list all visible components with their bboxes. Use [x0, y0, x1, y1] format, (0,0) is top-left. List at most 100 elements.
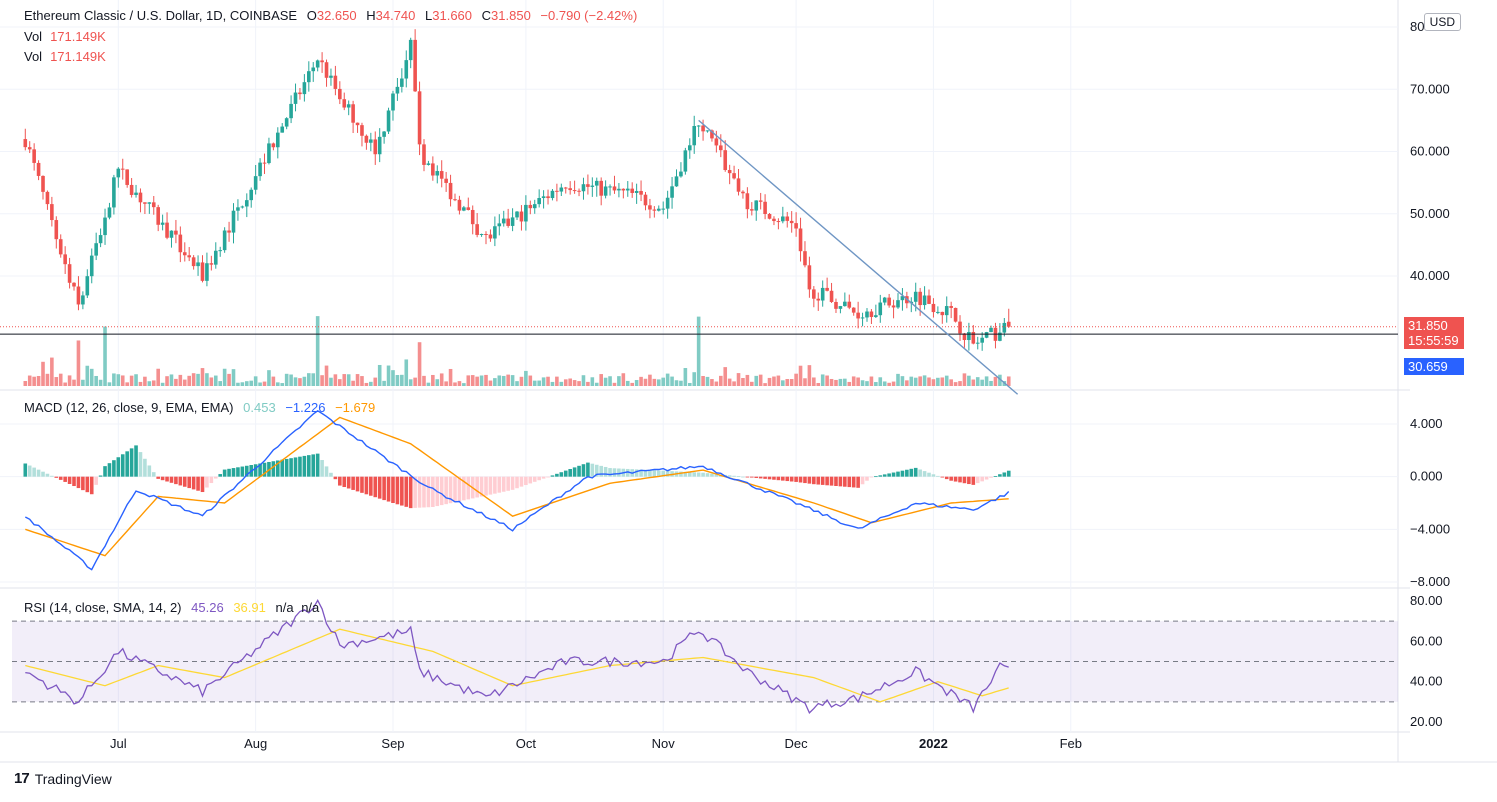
macd-hist-bar [116, 457, 121, 477]
volume-bar [280, 383, 285, 386]
volume-bar [382, 380, 386, 386]
macd-hist-bar [643, 469, 648, 477]
candle-body [581, 184, 586, 192]
macd-hist-bar [887, 473, 891, 477]
candle-body [470, 209, 475, 225]
rsi-value: 45.26 [191, 600, 224, 615]
candle-body [936, 311, 940, 313]
macd-tick-label: −4.000 [1410, 521, 1450, 536]
candle-body [781, 216, 785, 222]
candle-body [213, 250, 218, 265]
volume-bar [85, 365, 90, 386]
candle-body [519, 211, 524, 222]
volume-bar [404, 359, 409, 386]
macd-hist-bar [639, 469, 643, 477]
tradingview-brand[interactable]: 17 TradingView [14, 770, 112, 787]
candle-body [298, 92, 302, 95]
candle-body [151, 202, 156, 208]
volume-value: 171.149K [50, 49, 106, 64]
candle-body [391, 93, 395, 111]
candle-body [346, 104, 351, 108]
volume-bar [519, 376, 524, 386]
macd-hist-bar [829, 476, 834, 486]
macd-hist-bar [360, 476, 364, 493]
volume-bar [222, 368, 227, 386]
volume-bar [563, 379, 568, 386]
macd-hist-bar [860, 476, 865, 485]
macd-hist-bar [541, 476, 546, 479]
macd-hist-bar [138, 452, 143, 477]
volume-bar [940, 377, 945, 386]
macd-hist-bar [200, 476, 205, 493]
candle-body [156, 207, 160, 225]
macd-hist-bar [236, 467, 240, 477]
volume-bar [244, 381, 249, 386]
macd-hist-bar [572, 467, 577, 477]
macd-hist-bar [85, 476, 90, 493]
volume-bar [687, 382, 692, 386]
volume-bar [276, 382, 280, 386]
candle-body [922, 295, 927, 306]
candle-body [847, 301, 852, 308]
volume-bar [750, 381, 754, 386]
macd-hist-bar [178, 476, 183, 486]
volume-legend-1: Vol 171.149K [24, 29, 106, 44]
macd-hist-bar [953, 476, 958, 482]
volume-bar [555, 376, 559, 386]
candle-body [572, 190, 577, 192]
volume-bar [134, 374, 138, 386]
candle-body [524, 204, 528, 222]
volume-bar [541, 377, 546, 386]
macd-hist-bar [112, 460, 116, 477]
volume-bar [67, 375, 72, 386]
price-tick-label: 50.000 [1410, 206, 1450, 221]
volume-bar [918, 376, 922, 386]
macd-hist-bar [913, 467, 918, 477]
candle-body [648, 205, 652, 210]
volume-bar [413, 377, 417, 386]
macd-hist-bar [147, 465, 152, 477]
volume-bar [240, 382, 245, 386]
macd-hist-bar [413, 476, 417, 508]
macd-hist-bar [927, 472, 931, 477]
candle-body [958, 321, 962, 334]
trendline[interactable] [698, 119, 1019, 395]
volume-bar [851, 376, 856, 386]
volume-bar [856, 377, 860, 386]
macd-hist-bar [81, 476, 85, 491]
candle-body [913, 291, 918, 302]
candle-body [342, 99, 347, 108]
volume-bar [89, 368, 94, 386]
volume-bar [249, 380, 254, 386]
macd-hist-bar [479, 476, 484, 497]
volume-bar [400, 374, 404, 386]
macd-hist-bar [980, 476, 984, 482]
candle-body [329, 75, 333, 78]
candle-body [333, 75, 338, 89]
candle-body [116, 168, 121, 178]
macd-hist-bar [874, 476, 878, 478]
volume-bar [719, 375, 723, 386]
candle-body [998, 332, 1002, 341]
low-value: 31.660 [432, 8, 473, 23]
macd-hist-bar [603, 466, 608, 477]
currency-button[interactable]: USD [1423, 13, 1461, 31]
candle-body [63, 254, 67, 265]
macd-hist-bar [284, 458, 289, 477]
volume-bar [355, 374, 360, 386]
candle-body [54, 220, 59, 240]
candle-body [125, 169, 129, 185]
candle-body [931, 303, 936, 313]
candle-body [758, 200, 763, 202]
macd-hist-bar [634, 469, 639, 477]
candle-body [169, 230, 174, 238]
volume-bar [679, 380, 683, 386]
macd-hist-bar [346, 476, 351, 489]
macd-signal-value: −1.679 [335, 400, 376, 415]
macd-hist-bar [462, 476, 466, 501]
volume-bar [652, 378, 657, 386]
rsi-line [25, 599, 1009, 715]
macd-hist-bar [342, 476, 347, 488]
candle-body [878, 302, 883, 316]
